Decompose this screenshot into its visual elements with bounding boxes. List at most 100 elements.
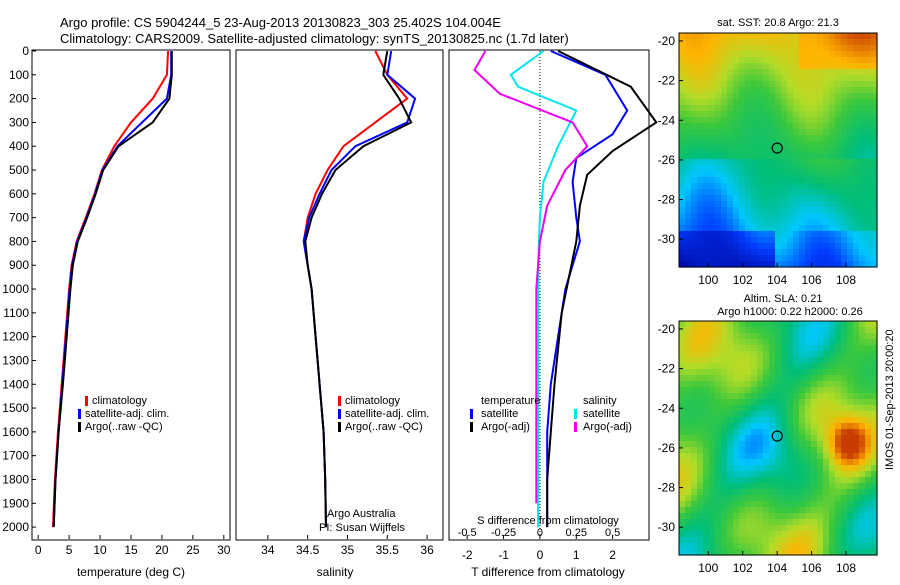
sst-map-cell [715, 69, 722, 76]
sla-map-cell [817, 519, 824, 526]
sst-map-cell [871, 75, 878, 82]
sla-map-cell [871, 423, 878, 430]
sla-map-cell [835, 339, 842, 346]
sst-map-cell [691, 231, 698, 238]
sst-map-cell [733, 117, 740, 124]
sst-map-cell [727, 237, 734, 244]
sst-map-cell [697, 249, 704, 256]
sst-map-cell [745, 69, 752, 76]
sst-map-cell [847, 69, 854, 76]
sst-map-cell [739, 147, 746, 154]
sst-map-cell [715, 33, 722, 40]
sla-map-cell [709, 339, 716, 346]
sst-map-cell [781, 219, 788, 226]
sla-map-cell [691, 477, 698, 484]
sst-map-cell [865, 81, 872, 88]
sla-map-cell [703, 501, 710, 508]
sla-map-cell [859, 489, 866, 496]
sla-map-cell [715, 417, 722, 424]
sst-map-cell [703, 75, 710, 82]
sla-map-cell [787, 513, 794, 520]
sla-map-cell [715, 465, 722, 472]
sla-map-cell [733, 435, 740, 442]
sst-map-cell [847, 129, 854, 136]
sst-map-cell [799, 57, 806, 64]
sla-map-cell [823, 333, 830, 340]
sla-map-cell [793, 453, 800, 460]
sla-map-cell [697, 477, 704, 484]
sst-map-cell [715, 195, 722, 202]
sla-map-cell [739, 507, 746, 514]
sst-map-cell [757, 177, 764, 184]
sst-map-cell [697, 177, 704, 184]
sst-map-cell [727, 111, 734, 118]
sla-map-cell [823, 423, 830, 430]
sst-map-cell [745, 195, 752, 202]
sst-map-cell [709, 231, 716, 238]
sst-map-cell [853, 195, 860, 202]
sla-map-cell [787, 441, 794, 448]
sst-map-cell [709, 129, 716, 136]
sst-map-cell [727, 51, 734, 58]
sst-map-cell [871, 195, 878, 202]
sla-map-cell [745, 441, 752, 448]
sla-map-cell [763, 471, 770, 478]
sla-map-cell [847, 525, 854, 532]
sst-map-cell [853, 189, 860, 196]
sla-map-cell [733, 321, 740, 328]
sla-map-cell [769, 549, 776, 556]
sst-map-cell [709, 177, 716, 184]
sla-map-cell [721, 471, 728, 478]
sst-map-cell [787, 231, 794, 238]
sst-map-cell [679, 165, 686, 172]
sst-map-cell [835, 153, 842, 160]
sst-map-cell [727, 165, 734, 172]
sla-map-cell [775, 513, 782, 520]
sla-map-cell [727, 519, 734, 526]
sst-map-cell [805, 141, 812, 148]
sst-map-cell [847, 57, 854, 64]
sla-map-cell [775, 399, 782, 406]
sla-map-cell [727, 417, 734, 424]
sla-map-cell [733, 477, 740, 484]
sst-map-cell [727, 57, 734, 64]
sla-map-cell [853, 429, 860, 436]
sst-map-ytick-label: -20 [658, 34, 676, 48]
sst-map-cell [787, 135, 794, 142]
sst-map-cell [829, 99, 836, 106]
sst-map-cell [691, 201, 698, 208]
sla-map-cell [829, 495, 836, 502]
sla-map-cell [691, 531, 698, 538]
sla-map-cell [691, 411, 698, 418]
sla-map-cell [811, 483, 818, 490]
sst-map-cell [739, 75, 746, 82]
sla-map-cell [817, 345, 824, 352]
sst-map-cell [685, 195, 692, 202]
sst-map-cell [835, 57, 842, 64]
sla-map-cell [679, 495, 686, 502]
sst-map-cell [763, 213, 770, 220]
sst-map-cell [751, 189, 758, 196]
sst-map-cell [793, 237, 800, 244]
sst-map-cell [757, 33, 764, 40]
sla-map-cell [865, 363, 872, 370]
sla-map-cell [859, 441, 866, 448]
sst-map-cell [757, 207, 764, 214]
sla-map-cell [823, 411, 830, 418]
sst-map-cell [709, 255, 716, 262]
sla-map-cell [763, 327, 770, 334]
sla-map-title: Altim. SLA: 0.21 [744, 293, 823, 305]
sla-map-cell [829, 411, 836, 418]
difference-series-2 [509, 50, 578, 528]
sst-map-cell [781, 123, 788, 130]
salinity-xtick-label: 35 [341, 543, 355, 557]
sla-map-cell [859, 435, 866, 442]
sst-map-cell [775, 207, 782, 214]
sla-map-cell [679, 339, 686, 346]
sst-map-cell [805, 177, 812, 184]
sst-map-cell [859, 183, 866, 190]
sla-map-cell [841, 495, 848, 502]
sla-map-cell [805, 333, 812, 340]
sla-map-cell [829, 351, 836, 358]
sst-map-cell [829, 111, 836, 118]
